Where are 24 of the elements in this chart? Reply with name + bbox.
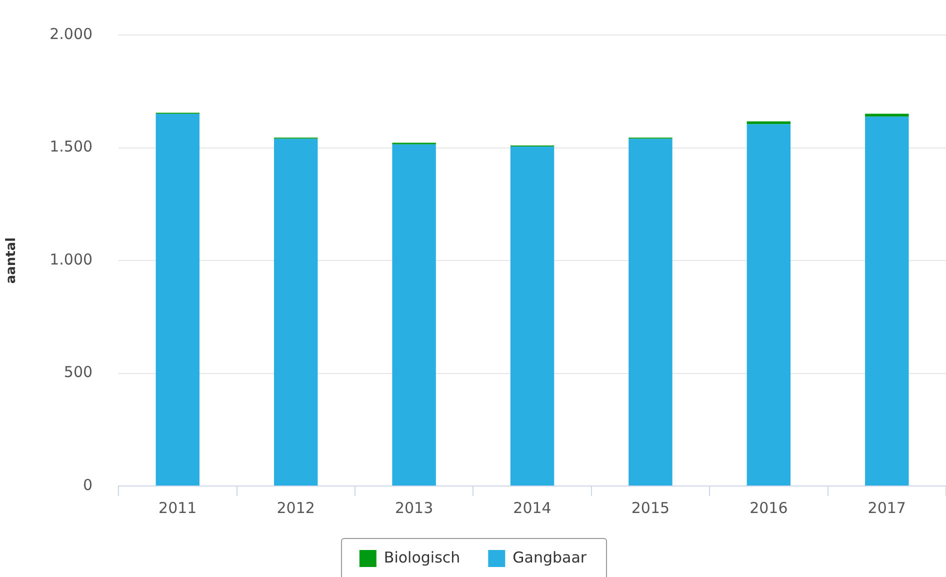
bar xyxy=(156,114,200,486)
legend-label: Gangbaar xyxy=(512,548,588,566)
x-tick-label: 2016 xyxy=(750,498,788,517)
x-tick-label: 2011 xyxy=(158,498,197,517)
x-tick-label: 2015 xyxy=(631,498,670,517)
x-tick-label: 2017 xyxy=(868,498,906,517)
bar xyxy=(392,144,436,486)
y-tick-label: 0 xyxy=(82,476,93,494)
bar xyxy=(628,138,672,486)
x-tick-label: 2012 xyxy=(276,498,315,517)
x-tick-label: 2013 xyxy=(394,498,434,517)
bar xyxy=(865,116,909,486)
legend-label: Biologisch xyxy=(384,548,460,566)
y-tick-label: 1.500 xyxy=(50,138,93,156)
y-tick-label: 2.000 xyxy=(50,24,93,43)
bar xyxy=(746,121,791,124)
bar xyxy=(274,138,318,486)
x-tick-label: 2014 xyxy=(513,498,552,517)
bar xyxy=(746,124,791,486)
y-axis-title: aantal xyxy=(4,237,20,284)
y-tick-label: 1.000 xyxy=(50,250,93,268)
bar xyxy=(510,146,554,486)
y-tick-label: 500 xyxy=(64,363,93,382)
bar xyxy=(865,114,909,117)
